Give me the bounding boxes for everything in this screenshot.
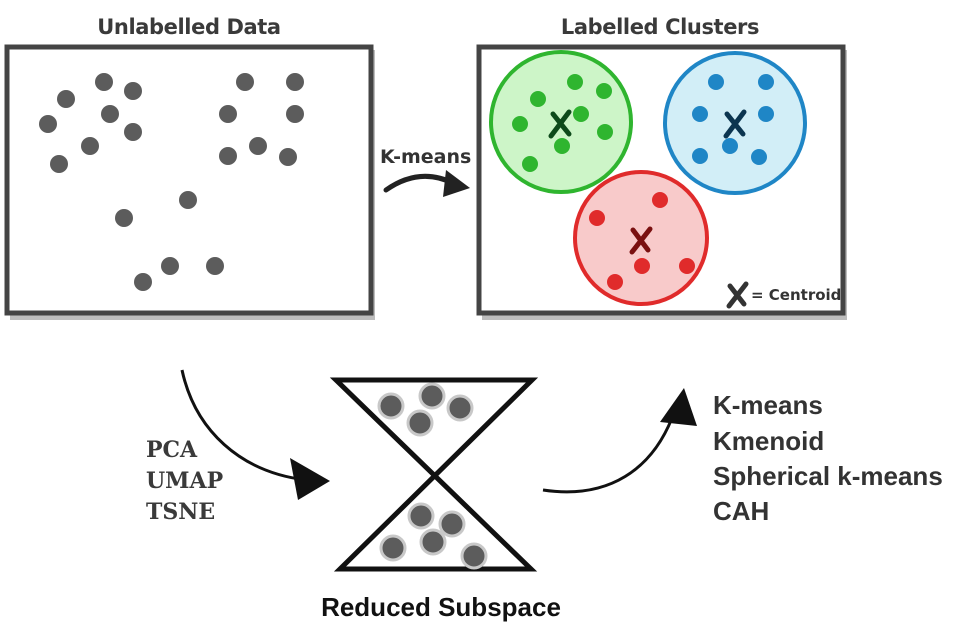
- blue-cluster: [663, 51, 807, 195]
- data-point: [50, 155, 68, 173]
- method-pca: PCA: [146, 437, 198, 463]
- data-point: [134, 273, 152, 291]
- unlabelled-frame: [4, 44, 374, 316]
- data-point: [124, 82, 142, 100]
- subspace-point: [379, 534, 407, 562]
- cluster-point: [692, 106, 708, 122]
- subspace-point: [377, 392, 405, 420]
- data-point: [236, 73, 254, 91]
- arrowhead-icon: [290, 458, 330, 500]
- labelled-clusters-panel: Labelled Clusters: [476, 15, 847, 320]
- algorithm-spherical-kmeans: Spherical k-means: [713, 461, 943, 491]
- subspace-point: [419, 528, 447, 556]
- unlabelled-data-title: Unlabelled Data: [97, 15, 280, 39]
- algorithm-cah: CAH: [713, 496, 769, 526]
- data-point: [286, 105, 304, 123]
- centroid-cross-icon: [723, 109, 747, 139]
- subspace-point: [407, 502, 435, 530]
- cluster-point: [692, 148, 708, 164]
- data-point: [286, 73, 304, 91]
- data-point: [206, 257, 224, 275]
- cluster-point: [554, 138, 570, 154]
- method-umap: UMAP: [146, 468, 223, 494]
- subspace-point: [446, 394, 474, 422]
- unlabelled-points: [39, 73, 304, 291]
- red-cluster: [573, 170, 709, 306]
- cluster-point: [722, 138, 738, 154]
- data-point: [101, 105, 119, 123]
- curved-arrow-icon: [180, 369, 307, 482]
- cluster-point: [597, 124, 613, 140]
- subspace-point: [460, 542, 488, 570]
- data-point: [219, 147, 237, 165]
- algorithm-kmenoid: Kmenoid: [713, 426, 824, 456]
- subspace-point: [438, 510, 466, 538]
- data-point: [249, 137, 267, 155]
- cluster-point: [522, 156, 538, 172]
- cluster-point: [679, 258, 695, 274]
- green-cluster: [489, 50, 633, 194]
- hourglass-icon: [329, 377, 539, 572]
- curved-arrow-icon: [542, 417, 674, 494]
- centroid-cross-icon: [629, 226, 653, 255]
- arrowhead-icon: [443, 170, 470, 197]
- cluster-point: [596, 83, 612, 99]
- centroid-cross-icon: [548, 109, 572, 139]
- data-point: [39, 115, 57, 133]
- cluster-point: [751, 149, 767, 165]
- data-point: [279, 148, 297, 166]
- algorithm-kmeans: K-means: [713, 390, 823, 420]
- data-point: [57, 90, 75, 108]
- labelled-clusters-title: Labelled Clusters: [561, 15, 759, 39]
- cluster-point: [652, 192, 668, 208]
- kmeans-transition-label: K-means: [380, 146, 471, 168]
- dim-reduction-flow: PCA UMAP TSNE Reduced Subspace K-means K…: [146, 369, 943, 622]
- unlabelled-data-panel: Unlabelled Data: [4, 15, 375, 320]
- data-point: [179, 191, 197, 209]
- method-tsne: TSNE: [146, 499, 215, 525]
- data-point: [219, 105, 237, 123]
- data-point: [115, 209, 133, 227]
- cluster-point: [589, 210, 605, 226]
- cross-mark-icon: [726, 281, 749, 309]
- cluster-point: [708, 74, 724, 90]
- centroid-legend: = Centroid: [726, 281, 841, 309]
- reduced-subspace-label: Reduced Subspace: [321, 592, 561, 622]
- subspace-point: [418, 382, 446, 410]
- cluster-point: [573, 106, 589, 122]
- cluster-point: [512, 116, 528, 132]
- data-point: [124, 123, 142, 141]
- cluster-point: [530, 91, 546, 107]
- arrowhead-icon: [660, 388, 697, 426]
- data-point: [95, 73, 113, 91]
- centroid-legend-text: = Centroid: [751, 286, 841, 304]
- cluster-point: [607, 274, 623, 290]
- cluster-point: [758, 106, 774, 122]
- cluster-point: [634, 258, 650, 274]
- data-point: [161, 257, 179, 275]
- subspace-point: [406, 409, 434, 437]
- data-point: [81, 137, 99, 155]
- kmeans-transition: K-means: [380, 146, 471, 197]
- cluster-point: [567, 74, 583, 90]
- hourglass-outline: [329, 377, 539, 572]
- cluster-point: [758, 74, 774, 90]
